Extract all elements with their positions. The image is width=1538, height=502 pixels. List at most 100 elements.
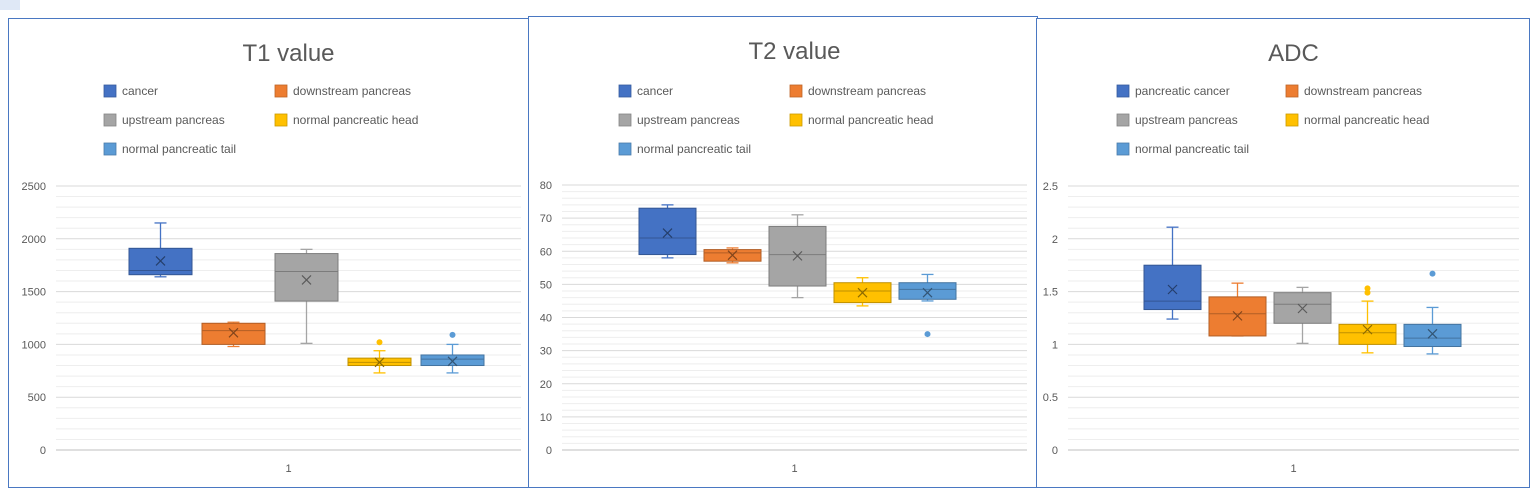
y-tick-label: 40 — [540, 313, 552, 325]
legend-label: normal pancreatic head — [808, 113, 933, 127]
y-tick-label: 0 — [1052, 445, 1058, 457]
legend-swatch — [103, 84, 117, 98]
y-tick-label: 50 — [540, 279, 552, 291]
y-tick-label: 2000 — [22, 234, 46, 246]
legend-swatch — [103, 142, 117, 156]
x-category-label: 1 — [285, 463, 291, 475]
legend-label: cancer — [122, 84, 158, 98]
chart-t2-svg: T2 value cancer downstream pancreas upstrea… — [540, 38, 1027, 475]
legend-swatch — [1116, 142, 1130, 156]
box-normal-pancreatic-head — [1338, 285, 1397, 354]
box-iqr — [1403, 323, 1462, 348]
chart-t1-svg: T1 value cancer downstream pancreas upstrea… — [22, 40, 521, 475]
y-tick-label: 30 — [540, 346, 552, 358]
chart-adc-svg: ADC pancreatic cancer downstream pancreas u… — [1043, 40, 1519, 475]
outlier-point — [1364, 289, 1371, 296]
chart-panel-t2: T2 value cancer downstream pancreas upstrea… — [528, 16, 1038, 488]
legend-label: cancer — [637, 84, 673, 98]
y-tick-label: 1 — [1052, 339, 1058, 351]
legend-label: upstream pancreas — [637, 113, 740, 127]
y-tick-label: 60 — [540, 246, 552, 258]
y-tick-label: 500 — [28, 392, 46, 404]
y-tick-label: 1000 — [22, 339, 46, 351]
y-tick-label: 0 — [40, 445, 46, 457]
legend-label: downstream pancreas — [1304, 84, 1422, 98]
box-iqr — [274, 253, 339, 302]
chart-title: T1 value — [242, 40, 334, 67]
outlier-point — [1429, 270, 1436, 277]
box-normal-pancreatic-tail — [1403, 270, 1462, 355]
legend-swatch — [103, 113, 117, 127]
y-tick-label: 2500 — [22, 181, 46, 193]
legend-label: normal pancreatic head — [293, 113, 418, 127]
box-iqr — [1143, 264, 1202, 311]
mean-marker — [447, 356, 458, 367]
legend-label: upstream pancreas — [122, 113, 225, 127]
legend-label: downstream pancreas — [293, 84, 411, 98]
mean-marker — [1167, 284, 1178, 295]
outlier-point — [376, 339, 383, 346]
legend-swatch — [618, 84, 632, 98]
chart-title: ADC — [1268, 40, 1319, 67]
box-iqr — [420, 354, 485, 367]
box-upstream-pancreas — [274, 248, 339, 344]
box-iqr — [1338, 323, 1397, 345]
legend-swatch — [1285, 84, 1299, 98]
y-tick-label: 1500 — [22, 287, 46, 299]
box-cancer — [128, 222, 193, 278]
y-tick-label: 0 — [546, 445, 552, 457]
outlier-point — [449, 331, 456, 338]
legend-label: pancreatic cancer — [1135, 84, 1230, 98]
box-cancer — [638, 204, 697, 259]
mean-marker — [792, 250, 803, 261]
legend-swatch — [618, 142, 632, 156]
box-upstream-pancreas — [768, 214, 827, 299]
mean-marker — [1297, 303, 1308, 314]
box-normal-pancreatic-tail — [898, 273, 957, 338]
box-normal-pancreatic-head — [833, 277, 892, 307]
outlier-point — [924, 331, 931, 338]
mean-marker — [1427, 328, 1438, 339]
legend-swatch — [789, 84, 803, 98]
box-normal-pancreatic-tail — [420, 331, 485, 374]
mean-marker — [301, 275, 312, 285]
legend-swatch — [1285, 113, 1299, 127]
chart-panel-t1: T1 value cancer downstream pancreas upstrea… — [8, 18, 530, 488]
box-pancreatic-cancer — [1143, 226, 1202, 320]
legend-label: normal pancreatic tail — [1135, 142, 1249, 156]
legend-label: downstream pancreas — [808, 84, 926, 98]
legend-swatch — [274, 113, 288, 127]
legend-swatch — [789, 113, 803, 127]
corner-marker — [0, 0, 20, 10]
outlier-point — [1364, 285, 1371, 292]
box-downstream-pancreas — [201, 321, 266, 348]
box-downstream-pancreas — [1208, 282, 1267, 337]
box-iqr — [898, 282, 957, 300]
chart-panel-adc: ADC pancreatic cancer downstream pancreas u… — [1036, 18, 1530, 488]
mean-marker — [228, 327, 239, 338]
box-iqr — [201, 322, 266, 345]
legend-label: normal pancreatic tail — [637, 142, 751, 156]
x-category-label: 1 — [1290, 463, 1296, 475]
mean-marker — [727, 250, 738, 261]
mean-marker — [374, 357, 385, 368]
y-tick-label: 80 — [540, 180, 552, 192]
mean-marker — [662, 228, 673, 238]
legend-label: upstream pancreas — [1135, 113, 1238, 127]
legend-swatch — [274, 84, 288, 98]
mean-marker — [1232, 310, 1243, 321]
mean-marker — [857, 287, 868, 298]
y-tick-label: 10 — [540, 412, 552, 424]
legend-swatch — [618, 113, 632, 127]
y-tick-label: 2 — [1052, 234, 1058, 246]
y-tick-label: 0.5 — [1043, 392, 1058, 404]
legend-swatch — [1116, 113, 1130, 127]
x-category-label: 1 — [791, 463, 797, 475]
chart-title: T2 value — [748, 38, 840, 65]
y-tick-label: 70 — [540, 213, 552, 225]
mean-marker — [1362, 324, 1373, 335]
box-normal-pancreatic-head — [347, 339, 412, 374]
legend-label: normal pancreatic head — [1304, 113, 1429, 127]
y-tick-label: 2.5 — [1043, 181, 1058, 193]
box-iqr — [638, 207, 697, 256]
